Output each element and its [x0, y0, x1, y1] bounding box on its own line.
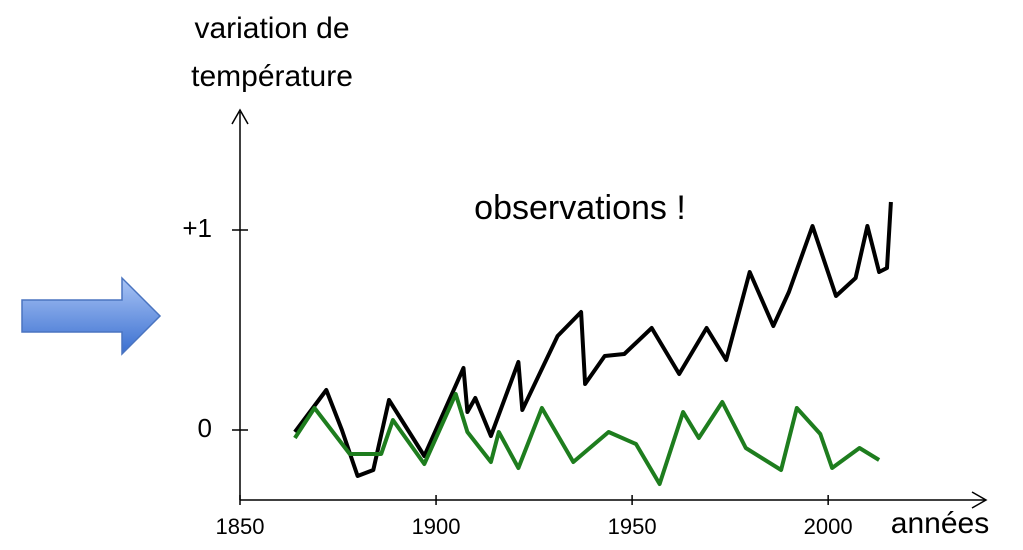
- arrow-icon: [21, 276, 162, 356]
- annotation: observations !: [474, 189, 686, 227]
- x-axis-arrow: [971, 491, 988, 509]
- y-axis-label: variation de: [194, 12, 349, 45]
- y-axis-arrow: [231, 108, 249, 125]
- x-tick-label: 1950: [608, 514, 657, 539]
- x-axis-label: années: [891, 507, 989, 540]
- data-line: [293, 201, 893, 478]
- x-tick-label: 1900: [412, 514, 461, 539]
- y-axis-label: température: [191, 60, 353, 93]
- x-tick-label: 2000: [804, 514, 853, 539]
- y-tick-label: 0: [198, 413, 212, 443]
- y-tick-label: +1: [182, 213, 212, 243]
- x-tick-label: 1850: [216, 514, 265, 539]
- data-line: [293, 392, 881, 486]
